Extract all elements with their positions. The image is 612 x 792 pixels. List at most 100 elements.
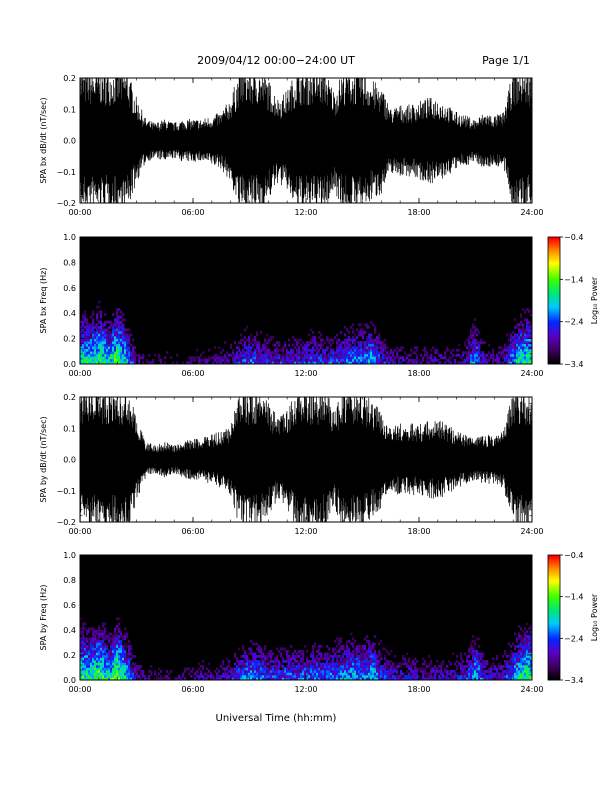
spectrogram-cell — [104, 356, 107, 360]
spectrogram-cell — [526, 325, 529, 329]
spectrogram-cell — [102, 640, 105, 643]
spectrogram-cell — [88, 346, 91, 350]
spectrogram-cell — [474, 650, 477, 653]
spectrogram-cell — [454, 358, 457, 362]
spectrogram-cell — [92, 341, 95, 344]
spectrogram-cell — [254, 358, 257, 362]
spectrogram-cell — [222, 358, 225, 362]
spectrogram-cell — [250, 652, 253, 656]
spectrogram-cell — [128, 662, 131, 666]
spectrogram-cell — [214, 353, 217, 357]
spectrogram-cell — [456, 353, 459, 357]
spectrogram-cell — [440, 675, 443, 678]
spectrogram-cell — [352, 652, 355, 656]
spectrogram-cell — [142, 675, 145, 678]
x-tick-label: 24:00 — [520, 369, 543, 378]
spectrogram-cell — [284, 358, 287, 362]
spectrogram-cell — [346, 645, 349, 648]
spectrogram-cell — [376, 343, 379, 347]
spectrogram-cell — [528, 655, 531, 658]
spectrogram-cell — [476, 667, 479, 671]
spectrogram-cell — [526, 356, 529, 360]
spectrogram-cell — [296, 343, 299, 347]
spectrogram-cell — [358, 647, 361, 651]
spectrogram-cell — [194, 356, 197, 360]
spectrogram-cell — [242, 677, 245, 680]
spectrogram-cell — [380, 657, 383, 661]
spectrogram-cell — [326, 338, 329, 342]
spectrogram-cell — [518, 361, 521, 364]
spectrogram-cell — [514, 336, 517, 339]
spectrogram-cell — [520, 652, 523, 656]
spectrogram-cell — [504, 343, 507, 347]
spectrogram-cell — [524, 318, 527, 322]
spectrogram-cell — [258, 341, 261, 344]
spectrogram-cell — [102, 652, 105, 656]
spectrogram-cell — [348, 675, 351, 678]
spectrogram-cell — [88, 657, 91, 661]
spectrogram-cell — [88, 361, 91, 364]
x-tick-label: 12:00 — [294, 369, 317, 378]
spectrogram-cell — [276, 346, 279, 350]
spectrogram-cell — [362, 346, 365, 350]
spectrogram-cell — [102, 657, 105, 661]
spectrogram-cell — [206, 677, 209, 680]
spectrogram-cell — [82, 361, 85, 364]
spectrogram-cell — [84, 657, 87, 661]
spectrogram-cell — [144, 677, 147, 680]
spectrogram-cell — [386, 346, 389, 350]
spectrogram-cell — [340, 667, 343, 671]
spectrogram-cell — [106, 346, 109, 350]
spectrogram-cell — [220, 675, 223, 678]
spectrogram-cell — [96, 341, 99, 344]
spectrogram-cell — [344, 652, 347, 656]
spectrogram-cell — [200, 672, 203, 676]
spectrogram-cell — [442, 662, 445, 666]
colorbar-step — [548, 667, 560, 670]
spectrogram-cell — [376, 675, 379, 678]
spectrogram-cell — [300, 343, 303, 347]
spectrogram-cell — [250, 348, 253, 352]
spectrogram-cell — [522, 650, 525, 653]
spectrogram-cell — [344, 662, 347, 666]
spectrogram-cell — [362, 650, 365, 653]
spectrogram-cell — [468, 338, 471, 342]
spectrogram-cell — [302, 665, 305, 668]
spectrogram-cell — [112, 640, 115, 643]
spectrogram-cell — [108, 333, 111, 337]
x-tick-label: 18:00 — [407, 685, 430, 694]
colorbar-step — [548, 632, 560, 635]
spectrogram-cell — [386, 361, 389, 364]
spectrogram-cell — [528, 627, 531, 631]
spectrogram-cell — [368, 338, 371, 342]
spectrogram-cell — [342, 351, 345, 355]
spectrogram-cell — [506, 660, 509, 663]
spectrogram-cell — [480, 351, 483, 355]
spectrogram-cell — [214, 670, 217, 673]
spectrogram-cell — [274, 665, 277, 668]
spectrogram-cell — [270, 336, 273, 339]
spectrogram-cell — [518, 356, 521, 360]
spectrogram-cell — [368, 361, 371, 364]
spectrogram-cell — [472, 358, 475, 362]
spectrogram-cell — [438, 358, 441, 362]
spectrogram-cell — [336, 341, 339, 344]
spectrogram-cell — [440, 665, 443, 668]
spectrogram-cell — [350, 652, 353, 656]
spectrogram-cell — [224, 667, 227, 671]
spectrogram-cell — [508, 672, 511, 676]
spectrogram-cell — [138, 353, 141, 357]
spectrogram-cell — [104, 622, 107, 626]
spectrogram-cell — [126, 343, 129, 347]
colorbar-step — [548, 349, 560, 352]
spectrogram-cell — [336, 670, 339, 673]
spectrogram-cell — [366, 361, 369, 364]
spectrogram-cell — [122, 336, 125, 339]
spectrogram-cell — [98, 356, 101, 360]
spectrogram-cell — [500, 353, 503, 357]
spectrogram-cell — [472, 330, 475, 334]
spectrogram-cell — [146, 361, 149, 364]
spectrogram-cell — [378, 662, 381, 666]
spectrogram-cell — [324, 657, 327, 661]
spectrogram-cell — [212, 677, 215, 680]
